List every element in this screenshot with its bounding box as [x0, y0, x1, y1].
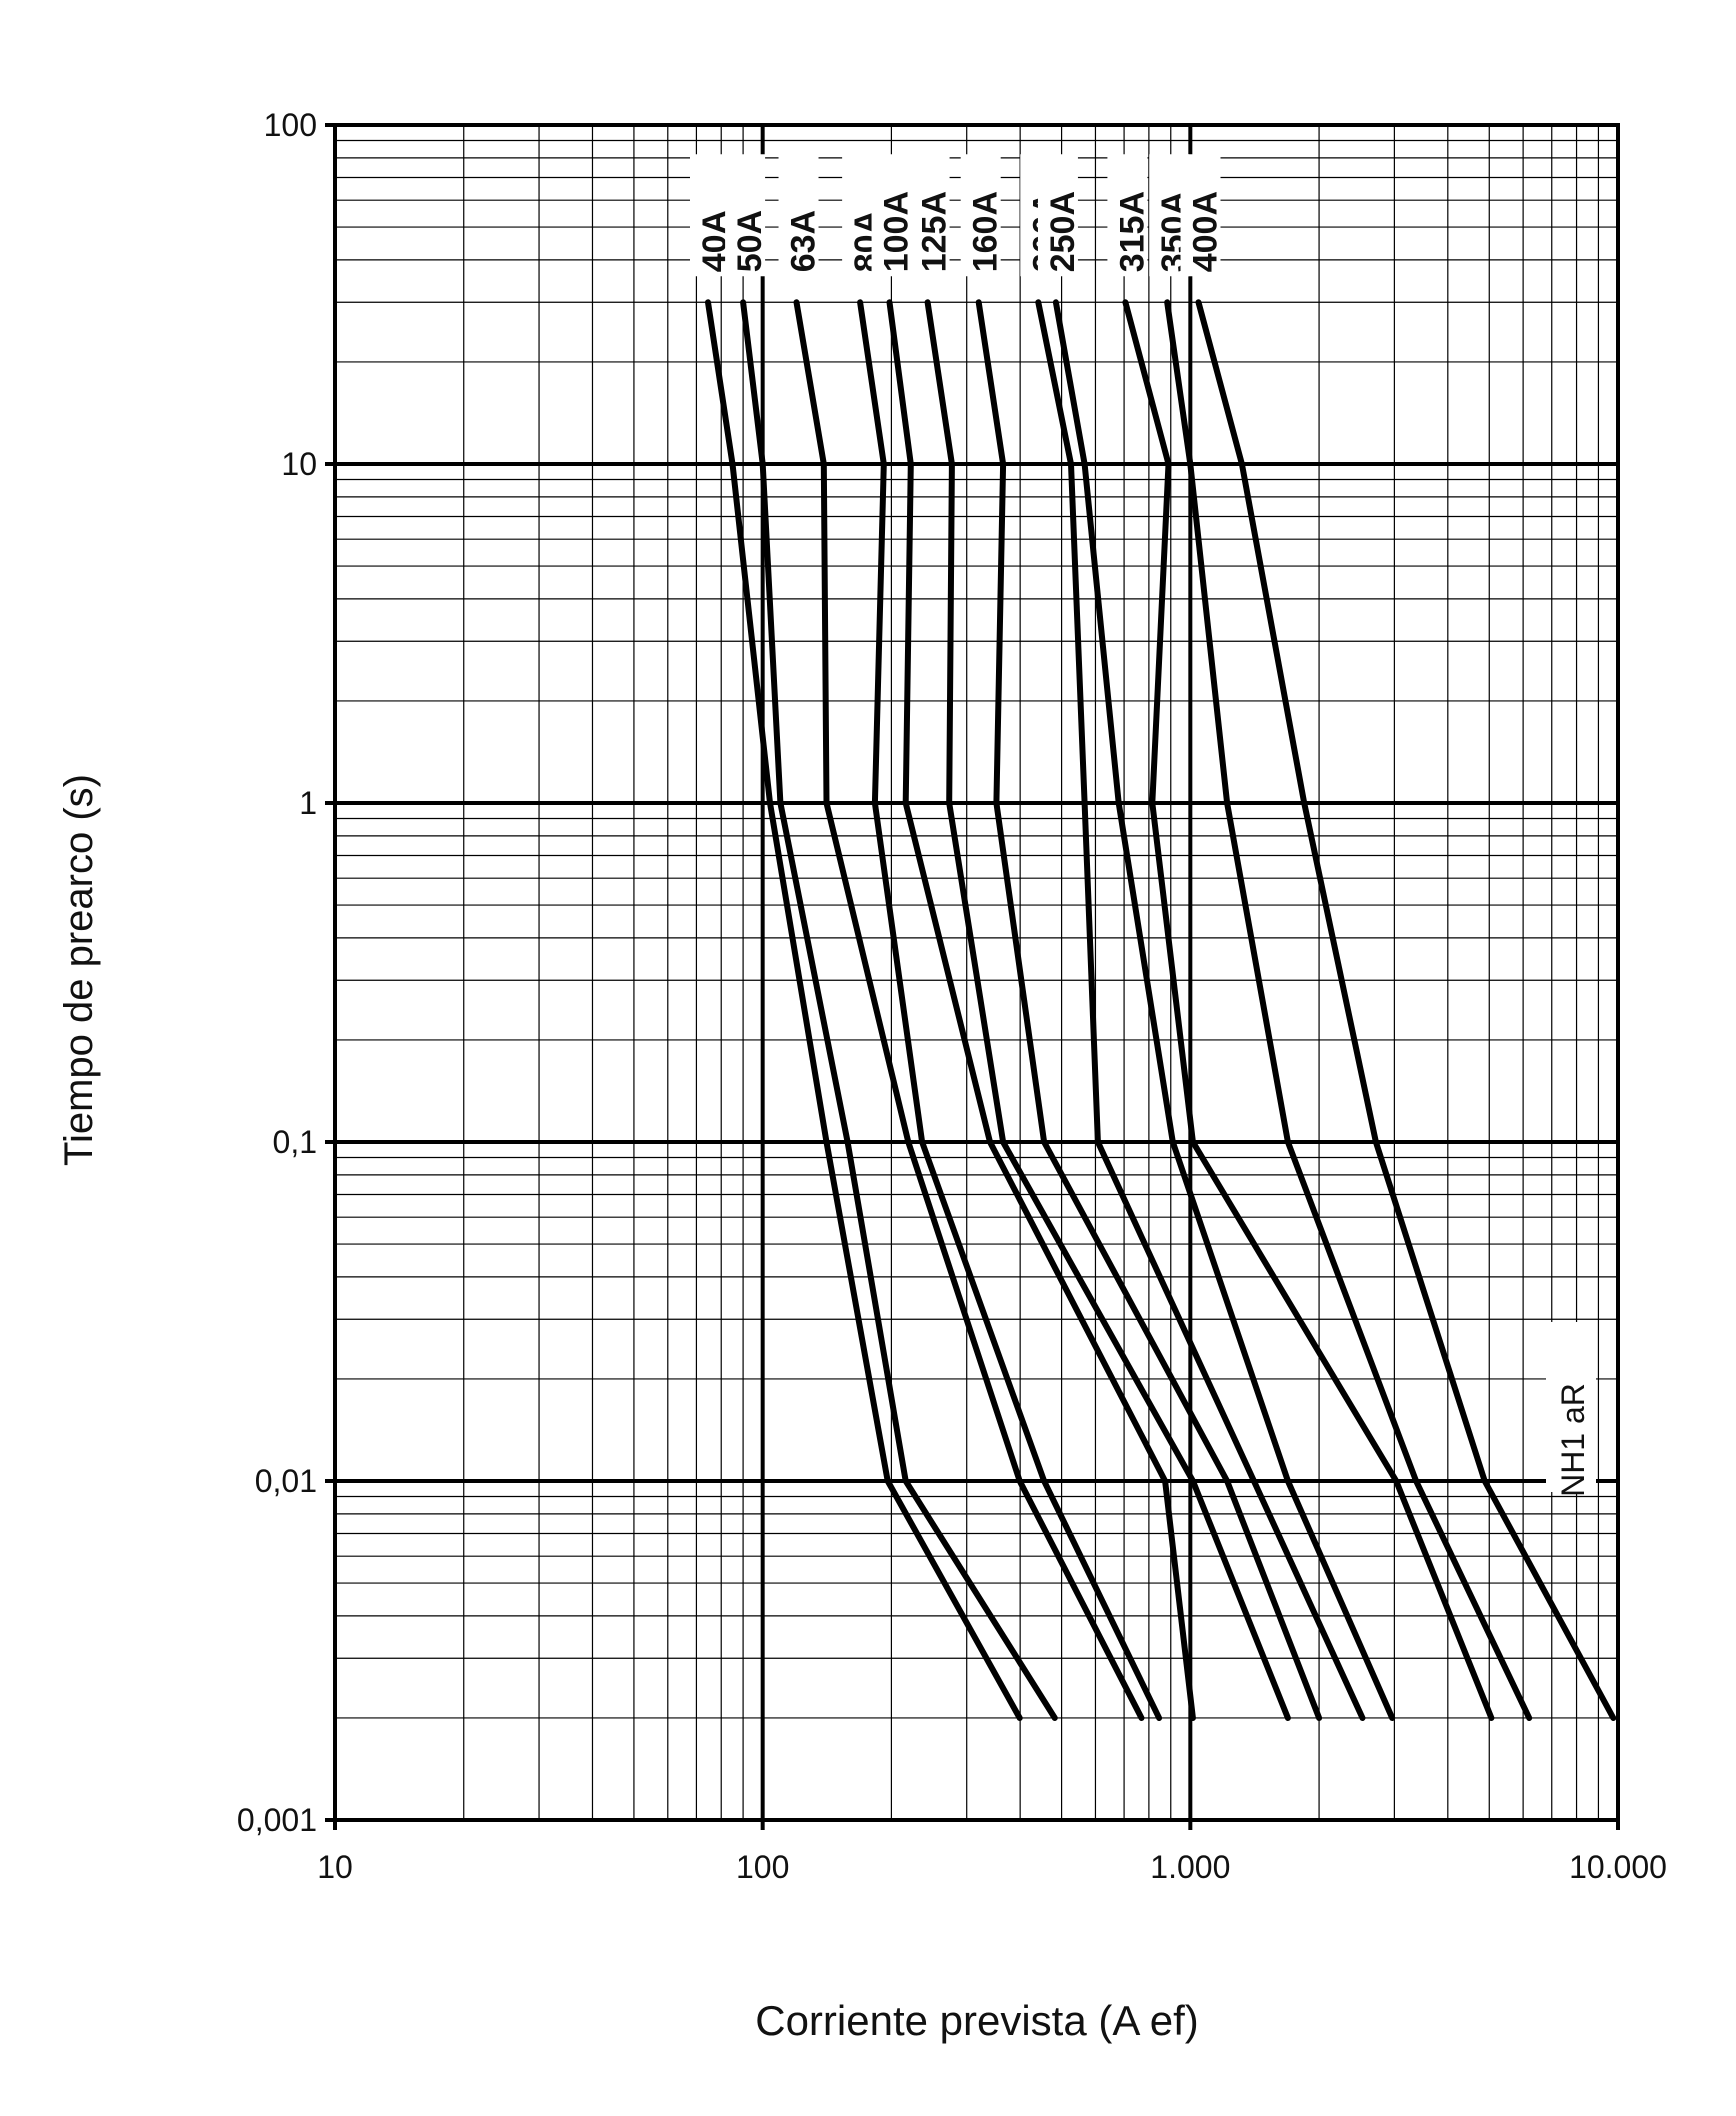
x-tick-label: 100	[736, 1849, 789, 1885]
curve	[857, 299, 1163, 1721]
y-tick-label: 0,1	[273, 1124, 317, 1160]
y-tick-label: 0,01	[255, 1463, 317, 1499]
curve	[975, 299, 1323, 1721]
curve	[740, 299, 1058, 1721]
x-tick-label: 1.000	[1150, 1849, 1230, 1885]
y-axis-label: Tiempo de prearco (s)	[57, 774, 101, 1166]
legend-box	[1180, 154, 1221, 277]
legend-box	[1107, 154, 1148, 277]
annotation: NH1 aR	[1555, 1383, 1591, 1497]
x-tick-label: 10	[317, 1849, 353, 1885]
y-tick-label: 1	[299, 785, 317, 821]
legend-label: 50A	[731, 210, 769, 272]
legend-label: 125A	[916, 191, 954, 272]
x-tick-label: 10.000	[1569, 1849, 1667, 1885]
legend-box	[725, 154, 766, 277]
legend-box	[1037, 154, 1078, 277]
legend-box	[960, 154, 1001, 277]
legend-label: 250A	[1044, 191, 1082, 272]
curve	[1035, 299, 1366, 1721]
curve	[1122, 299, 1495, 1721]
legend-box	[689, 154, 730, 277]
curve	[924, 299, 1291, 1721]
curve	[1164, 299, 1533, 1721]
legend-box	[778, 154, 819, 277]
legend-label: 315A	[1113, 191, 1151, 272]
curve	[1052, 299, 1396, 1721]
curve	[1195, 299, 1617, 1721]
legend-label: 400A	[1187, 191, 1225, 272]
curve	[793, 299, 1145, 1721]
legend-label: 160A	[967, 191, 1005, 272]
annotation-box	[1546, 1322, 1596, 1492]
legend-box	[909, 154, 950, 277]
y-tick-label: 0,001	[237, 1802, 317, 1838]
curve	[705, 299, 1023, 1721]
legend-label: 100A	[878, 191, 916, 272]
legend-label: 63A	[785, 210, 823, 272]
plot-frame	[333, 123, 1620, 1822]
legend-box	[871, 154, 912, 277]
curve	[886, 299, 1196, 1721]
y-tick-label: 10	[281, 446, 317, 482]
x-axis-label: Corriente prevista (A ef)	[755, 1997, 1199, 2044]
y-tick-label: 100	[264, 107, 317, 143]
